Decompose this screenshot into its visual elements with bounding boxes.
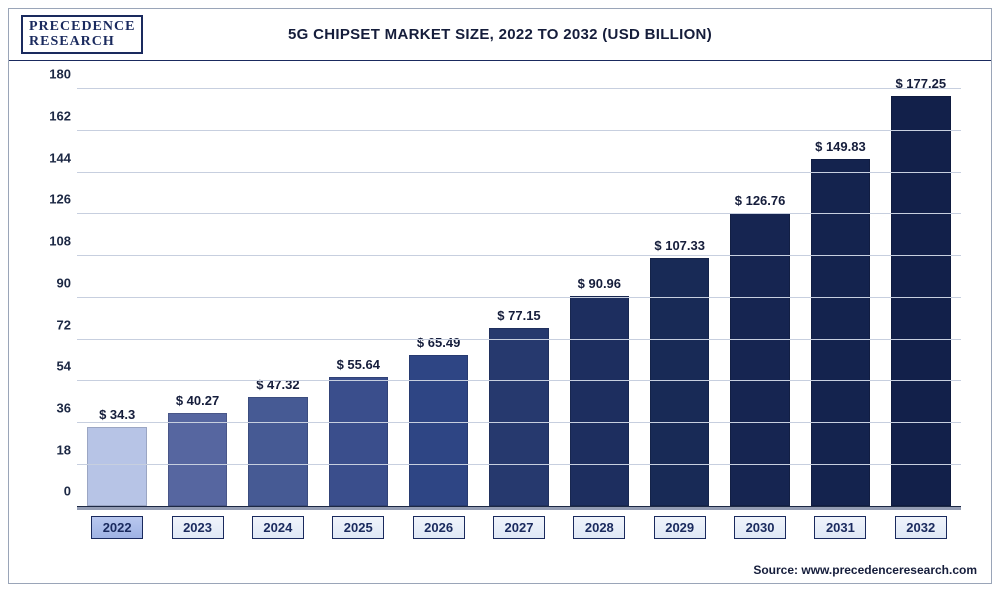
- y-tick-label: 126: [37, 192, 71, 207]
- grid-line: [77, 464, 961, 465]
- bar-value-label: $ 90.96: [578, 276, 621, 291]
- grid-line: [77, 297, 961, 298]
- bar: $ 149.83: [811, 159, 870, 506]
- x-label: 2032: [895, 516, 947, 539]
- x-label: 2023: [172, 516, 224, 539]
- x-label: 2024: [252, 516, 304, 539]
- bar: $ 40.27: [168, 413, 227, 506]
- bar-wrap: $ 126.76: [720, 89, 800, 506]
- grid-line: [77, 380, 961, 381]
- x-axis-labels: 2022 2023 2024 2025 2026 2027 2028 2029 2030 2031…: [77, 516, 961, 539]
- grid-line: [77, 339, 961, 340]
- bar: $ 65.49: [409, 355, 468, 507]
- logo-line-2: RESEARCH: [29, 35, 135, 50]
- x-label: 2029: [654, 516, 706, 539]
- x-label-cell: 2023: [157, 516, 237, 539]
- bar: $ 77.15: [489, 328, 548, 507]
- bar-value-label: $ 126.76: [735, 193, 786, 208]
- bars-group: $ 34.3 $ 40.27 $ 47.32 $ 55.64 $ 65.49 $ 77.1…: [77, 89, 961, 506]
- y-tick-label: 144: [37, 150, 71, 165]
- y-tick-label: 54: [37, 359, 71, 374]
- grid-line: [77, 213, 961, 214]
- grid-line: [77, 88, 961, 89]
- x-label: 2025: [332, 516, 384, 539]
- bar-value-label: $ 107.33: [654, 238, 705, 253]
- x-label-cell: 2029: [640, 516, 720, 539]
- source-text: Source: www.precedenceresearch.com: [753, 563, 977, 577]
- bar-value-label: $ 149.83: [815, 139, 866, 154]
- bar-value-label: $ 77.15: [497, 308, 540, 323]
- logo: PRECEDENCE RESEARCH: [21, 15, 143, 54]
- bar: $ 55.64: [329, 377, 388, 506]
- chart-title: 5G CHIPSET MARKET SIZE, 2022 TO 2032 (US…: [288, 26, 712, 43]
- grid-line: [77, 255, 961, 256]
- x-label-cell: 2030: [720, 516, 800, 539]
- chart-area: $ 34.3 $ 40.27 $ 47.32 $ 55.64 $ 65.49 $ 77.1…: [33, 77, 967, 557]
- bar-wrap: $ 65.49: [398, 89, 478, 506]
- x-label-cell: 2022: [77, 516, 157, 539]
- x-label-cell: 2031: [800, 516, 880, 539]
- bar-value-label: $ 47.32: [256, 377, 299, 392]
- x-label-cell: 2032: [881, 516, 961, 539]
- bar-wrap: $ 177.25: [881, 89, 961, 506]
- x-label: 2027: [493, 516, 545, 539]
- chart-container: PRECEDENCE RESEARCH 5G CHIPSET MARKET SI…: [8, 8, 992, 584]
- bar: $ 34.3: [87, 427, 146, 506]
- bar-wrap: $ 149.83: [800, 89, 880, 506]
- bar: $ 107.33: [650, 258, 709, 507]
- bar-wrap: $ 34.3: [77, 89, 157, 506]
- bar-wrap: $ 40.27: [157, 89, 237, 506]
- x-label-cell: 2026: [398, 516, 478, 539]
- bar: $ 177.25: [891, 96, 950, 507]
- bar-value-label: $ 40.27: [176, 393, 219, 408]
- bar: $ 47.32: [248, 397, 307, 507]
- x-label-cell: 2025: [318, 516, 398, 539]
- bar-wrap: $ 77.15: [479, 89, 559, 506]
- x-label: 2028: [573, 516, 625, 539]
- y-tick-label: 108: [37, 234, 71, 249]
- bar-wrap: $ 90.96: [559, 89, 639, 506]
- x-label-cell: 2028: [559, 516, 639, 539]
- grid-line: [77, 130, 961, 131]
- bar: $ 126.76: [730, 213, 789, 507]
- baseline-shadow: [77, 507, 961, 510]
- bar: $ 90.96: [570, 296, 629, 507]
- y-tick-label: 162: [37, 109, 71, 124]
- x-label: 2031: [814, 516, 866, 539]
- bar-wrap: $ 55.64: [318, 89, 398, 506]
- y-tick-label: 36: [37, 400, 71, 415]
- x-label: 2022: [91, 516, 143, 539]
- grid-line: [77, 422, 961, 423]
- bar-value-label: $ 65.49: [417, 335, 460, 350]
- y-tick-label: 72: [37, 317, 71, 332]
- bar-value-label: $ 34.3: [99, 407, 135, 422]
- bar-wrap: $ 107.33: [640, 89, 720, 506]
- chart-header: PRECEDENCE RESEARCH 5G CHIPSET MARKET SI…: [9, 9, 991, 61]
- x-label-cell: 2024: [238, 516, 318, 539]
- y-tick-label: 0: [37, 484, 71, 499]
- x-label: 2030: [734, 516, 786, 539]
- plot-region: $ 34.3 $ 40.27 $ 47.32 $ 55.64 $ 65.49 $ 77.1…: [77, 89, 961, 507]
- y-tick-label: 180: [37, 67, 71, 82]
- bar-value-label: $ 55.64: [337, 357, 380, 372]
- logo-line-1: PRECEDENCE: [29, 20, 135, 35]
- y-tick-label: 18: [37, 442, 71, 457]
- grid-line: [77, 172, 961, 173]
- x-label: 2026: [413, 516, 465, 539]
- x-label-cell: 2027: [479, 516, 559, 539]
- y-tick-label: 90: [37, 275, 71, 290]
- bar-wrap: $ 47.32: [238, 89, 318, 506]
